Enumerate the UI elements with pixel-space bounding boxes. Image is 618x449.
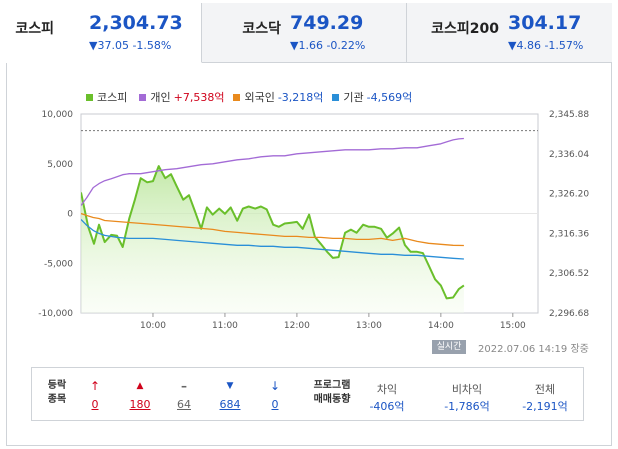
tab-kospi-name: 코스피 (15, 21, 54, 37)
tab-kospi[interactable]: 코스피 2,304.73 ▼37.05 -1.58% (6, 3, 202, 63)
tab-kospi200-value: 304.17 (508, 12, 582, 34)
lower-limit-count[interactable]: 0 (271, 398, 279, 411)
y-left-tick-label: -10,000 (38, 309, 73, 319)
arbitrage-label: 차익 (376, 383, 398, 396)
falling-icon: ▼ (226, 381, 234, 391)
program-trading-title: 프로그램 매매동향 (307, 379, 357, 407)
market-status: 장중 (570, 344, 589, 355)
tab-kosdaq-name: 코스닥 (242, 21, 281, 37)
non-arbitrage-value: -1,786억 (444, 400, 490, 413)
rising-count[interactable]: 180 (129, 398, 151, 411)
legend-value: -4,569억 (366, 91, 413, 104)
y-left-tick-label: 10,000 (42, 110, 74, 120)
program-total-value: -2,191억 (522, 400, 568, 413)
non-arbitrage-label: 비차익 (451, 383, 483, 396)
legend-item-foreign[interactable]: 외국인 -3,218억 (233, 89, 323, 105)
series-area-kospi (81, 166, 464, 313)
market-summary-panel: 등락 종목 ↑ 0 ▲ 180 – 64 ▼ 684 ↓ 0 프로그램 매매동향… (31, 367, 584, 421)
legend-label: 외국인 (244, 91, 275, 104)
upper-limit-count[interactable]: 0 (91, 398, 99, 411)
program-total-label: 전체 (534, 383, 556, 396)
tab-kospi-value: 2,304.73 (89, 12, 183, 34)
arbitrage-value: -406억 (369, 400, 405, 413)
y-right-tick-label: 2,306.52 (549, 269, 589, 279)
legend-item-individual[interactable]: 개인 +7,538억 (139, 89, 224, 105)
tab-kospi200-name: 코스피200 (431, 21, 499, 37)
unchanged-icon: – (181, 379, 187, 393)
y-left-tick-label: 0 (67, 210, 73, 220)
chart-legend: 코스피 개인 +7,538억 외국인 -3,218억 기관 -4,569억 (86, 89, 412, 105)
legend-swatch-kospi (86, 93, 93, 101)
x-tick-label: 11:00 (212, 321, 238, 331)
falling-count[interactable]: 684 (219, 398, 241, 411)
legend-value: +7,538억 (173, 91, 225, 104)
program-trading-title-line1: 프로그램 (313, 380, 351, 391)
upper-limit-icon: ↑ (89, 379, 101, 393)
x-tick-label: 10:00 (140, 321, 166, 331)
legend-label: 코스피 (97, 91, 128, 104)
timestamp: 2022.07.06 14:19 장중 (478, 340, 589, 355)
series-line (81, 137, 464, 206)
tab-kospi200[interactable]: 코스피200 304.17 ▼4.86 -1.57% (407, 3, 612, 63)
x-tick-label: 14:00 (428, 321, 454, 331)
legend-item-kospi[interactable]: 코스피 (86, 89, 130, 105)
legend-item-institution[interactable]: 기관 -4,569억 (332, 89, 412, 105)
advance-decline-title-line1: 등락 (47, 380, 67, 391)
unchanged-count[interactable]: 64 (177, 398, 191, 411)
legend-swatch-individual (139, 93, 147, 101)
y-left-tick-label: -5,000 (44, 259, 73, 269)
tab-kosdaq-change: ▼1.66 -0.22% (290, 39, 366, 52)
lower-limit-icon: ↓ (269, 379, 281, 393)
tab-kosdaq-value: 749.29 (290, 12, 364, 34)
y-right-tick-label: 2,336.04 (549, 150, 589, 160)
series-line (81, 219, 464, 260)
index-tabs: 코스피 2,304.73 ▼37.05 -1.58% 코스닥 749.29 ▼1… (6, 3, 612, 63)
tab-kosdaq[interactable]: 코스닥 749.29 ▼1.66 -0.22% (202, 3, 407, 63)
y-right-tick-label: 2,316.36 (549, 229, 589, 239)
y-right-tick-label: 2,296.68 (549, 309, 589, 319)
y-right-tick-label: 2,326.20 (549, 190, 589, 200)
program-trading-title-line2: 매매동향 (313, 394, 351, 405)
legend-value: -3,218억 (277, 91, 324, 104)
rising-icon: ▲ (136, 381, 144, 391)
series-line (81, 165, 465, 300)
legend-swatch-institution (332, 93, 340, 101)
advance-decline-title-line2: 종목 (47, 394, 67, 405)
y-right-tick-label: 2,345.88 (549, 110, 589, 120)
realtime-badge[interactable]: 실시간 (432, 340, 466, 354)
tab-kospi200-change: ▼4.86 -1.57% (508, 39, 584, 52)
legend-swatch-foreign (233, 93, 241, 101)
x-tick-label: 13:00 (356, 321, 382, 331)
series-line (81, 212, 464, 247)
timestamp-text: 2022.07.06 14:19 (478, 344, 568, 355)
y-left-tick-label: 5,000 (47, 160, 73, 170)
x-tick-label: 15:00 (500, 321, 526, 331)
x-tick-label: 12:00 (284, 321, 310, 331)
legend-label: 개인 (150, 91, 171, 104)
advance-decline-title: 등락 종목 (44, 379, 70, 407)
tab-kospi-change: ▼37.05 -1.58% (89, 39, 172, 52)
intraday-chart[interactable]: 10,000 5,000 0 -5,000 -10,000 2,345.88 2,336.0… (0, 100, 618, 340)
legend-label: 기관 (343, 91, 364, 104)
